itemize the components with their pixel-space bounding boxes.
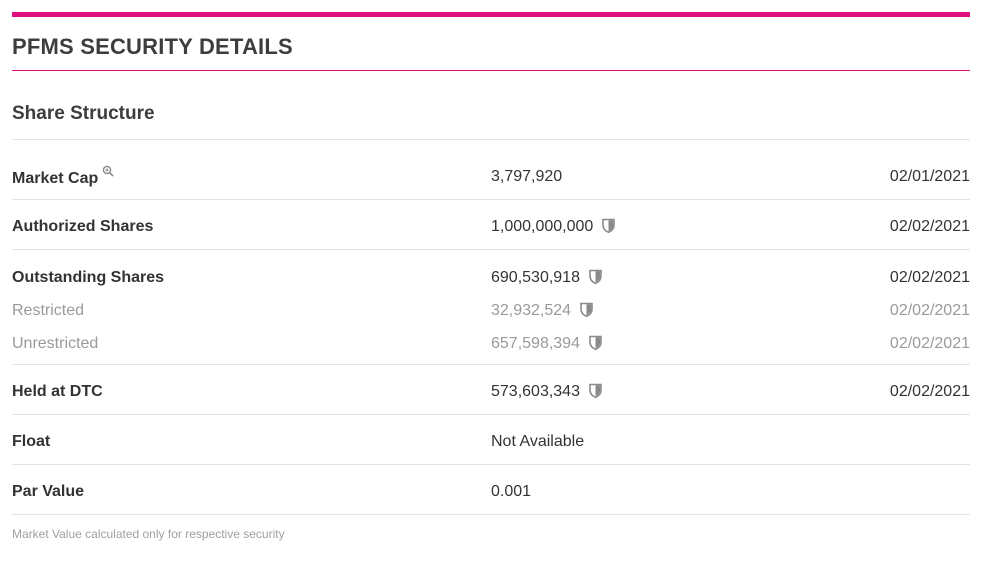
unrestricted-label: Unrestricted xyxy=(12,335,99,352)
section-title-share-structure: Share Structure xyxy=(12,103,155,124)
title-divider xyxy=(12,70,970,71)
outstanding-shares-date: 02/02/2021 xyxy=(889,269,970,286)
par-value-block: Par Value 0.001 xyxy=(12,465,970,514)
par-value-value: 0.001 xyxy=(491,483,532,500)
shield-icon[interactable] xyxy=(589,335,602,350)
outstanding-shares-row: Outstanding Shares 690,530,918 02/02/202… xyxy=(12,266,970,290)
float-row: Float Not Available xyxy=(12,430,970,454)
row-divider xyxy=(12,514,970,515)
par-value-row: Par Value 0.001 xyxy=(12,480,970,504)
restricted-label: Restricted xyxy=(12,302,85,319)
authorized-shares-label: Authorized Shares xyxy=(12,218,154,235)
float-label: Float xyxy=(12,433,51,450)
row-divider xyxy=(12,464,970,465)
held-at-dtc-value: 573,603,343 xyxy=(491,383,580,400)
shield-icon[interactable] xyxy=(602,218,616,233)
restricted-value: 32,932,524 xyxy=(491,302,572,319)
outstanding-shares-value: 690,530,918 xyxy=(491,269,580,286)
float-block: Float Not Available xyxy=(12,415,970,464)
restricted-row: Restricted 32,932,524 02/02/2021 xyxy=(12,299,970,323)
market-cap-block: Market Cap 3,797,920 02/01/2021 xyxy=(12,140,970,199)
row-divider xyxy=(12,364,970,365)
authorized-shares-row: Authorized Shares 1,000,000,000 02/02/20… xyxy=(12,215,970,239)
row-divider xyxy=(12,199,970,200)
authorized-shares-value: 1,000,000,000 xyxy=(491,218,594,235)
market-cap-row: Market Cap 3,797,920 02/01/2021 xyxy=(12,165,970,189)
shield-icon[interactable] xyxy=(589,269,602,284)
footnote: Market Value calculated only for respect… xyxy=(12,527,285,541)
held-at-dtc-label: Held at DTC xyxy=(12,383,103,400)
float-value: Not Available xyxy=(491,433,585,450)
row-divider xyxy=(12,414,970,415)
market-cap-date: 02/01/2021 xyxy=(889,168,970,185)
security-details-panel: PFMS SECURITY DETAILS Share Structure Ma… xyxy=(12,12,970,515)
authorized-shares-date: 02/02/2021 xyxy=(889,218,970,235)
restricted-date: 02/02/2021 xyxy=(889,302,970,319)
authorized-shares-block: Authorized Shares 1,000,000,000 02/02/20… xyxy=(12,200,970,249)
unrestricted-row: Unrestricted 657,598,394 02/02/2021 xyxy=(12,332,970,356)
shield-icon[interactable] xyxy=(589,383,602,398)
page-title: PFMS SECURITY DETAILS xyxy=(12,34,293,59)
held-at-dtc-block: Held at DTC 573,603,343 02/02/2021 xyxy=(12,365,970,414)
outstanding-shares-label: Outstanding Shares xyxy=(12,269,165,286)
section-divider xyxy=(12,139,970,140)
market-cap-value: 3,797,920 xyxy=(491,168,563,185)
held-at-dtc-row: Held at DTC 573,603,343 02/02/2021 xyxy=(12,380,970,404)
accent-top-bar xyxy=(12,12,970,17)
outstanding-shares-block: Outstanding Shares 690,530,918 02/02/202… xyxy=(12,250,970,364)
unrestricted-value: 657,598,394 xyxy=(491,335,580,352)
row-divider xyxy=(12,249,970,250)
held-at-dtc-date: 02/02/2021 xyxy=(889,383,970,400)
market-cap-label: Market Cap xyxy=(12,170,99,187)
unrestricted-date: 02/02/2021 xyxy=(889,335,970,352)
magnifier-icon[interactable] xyxy=(102,165,114,177)
shield-icon[interactable] xyxy=(580,302,593,317)
par-value-label: Par Value xyxy=(12,483,85,500)
